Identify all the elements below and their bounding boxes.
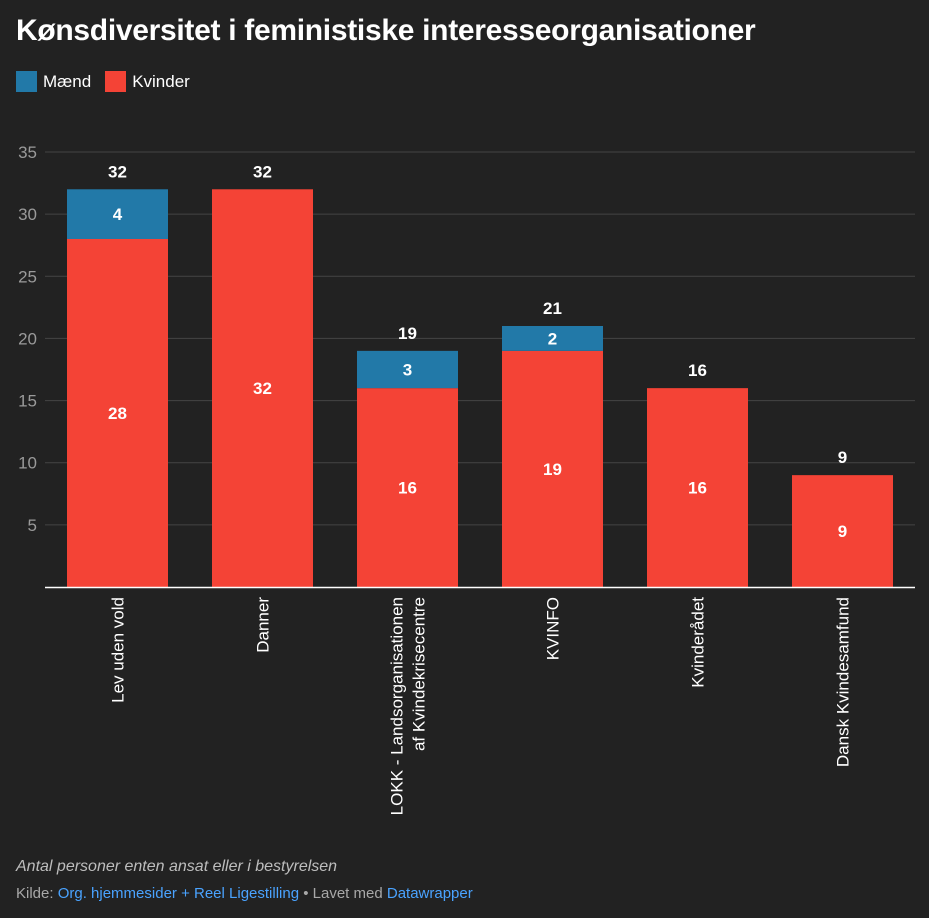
x-tick-label-line: KVINFO (544, 597, 563, 660)
data-label-maend: 4 (113, 205, 123, 224)
x-tick-label: Dansk Kvindesamfund (834, 597, 853, 767)
total-label: 16 (688, 361, 707, 380)
bar-kvinder (502, 350, 603, 587)
data-label-kvinder: 32 (253, 379, 272, 398)
data-label-kvinder: 9 (838, 522, 847, 541)
x-tick-label-line: Kvinderådet (689, 597, 708, 688)
chart-legend: Mænd Kvinder (16, 71, 204, 92)
x-tick-label-line: Danner (254, 597, 273, 653)
datawrapper-link[interactable]: Datawrapper (386, 885, 473, 902)
source-link[interactable]: Org. hjemmesider + Reel Ligestilling (57, 885, 300, 902)
legend-swatch-kvinder (105, 71, 127, 92)
y-tick-label: 10 (18, 454, 37, 473)
y-tick-label: 20 (18, 329, 37, 348)
legend-item-kvinder: Kvinder (105, 71, 190, 92)
x-tick-label-line: Dansk Kvindesamfund (834, 597, 853, 767)
made-with-text: • Lavet med (299, 885, 387, 902)
x-tick-label: LOKK - Landsorganisationen af Kvindekrise… (388, 597, 429, 815)
legend-label-kvinder: Kvinder (132, 71, 190, 91)
legend-item-maend: Mænd (16, 71, 91, 92)
x-tick-label: Lev uden vold (109, 597, 128, 703)
chart-title: Kønsdiversitet i feministiske interesseo… (16, 14, 756, 47)
data-label-kvinder: 16 (398, 479, 417, 498)
data-label-kvinder: 16 (688, 479, 707, 498)
total-label: 9 (838, 448, 847, 467)
y-tick-label: 5 (28, 516, 37, 535)
bar-kvinder (212, 189, 313, 588)
x-tick-label: Danner (254, 597, 273, 653)
legend-swatch-maend (16, 71, 37, 92)
bar-maend (502, 326, 603, 351)
bar-maend (357, 350, 458, 389)
bar-kvinder (647, 388, 748, 587)
x-tick-label-line: LOKK - Landsorganisationen (388, 597, 407, 815)
total-label: 19 (398, 324, 417, 343)
data-label-maend: 2 (548, 329, 557, 348)
y-tick-label: 35 (18, 143, 37, 162)
total-label: 21 (543, 299, 562, 318)
bar-kvinder (792, 475, 893, 587)
chart-note: Antal personer enten ansat eller i besty… (16, 858, 338, 875)
data-label-maend: 3 (403, 361, 412, 380)
x-tick-label-line: af Kvindekrisecentre (410, 597, 429, 751)
source-prefix: Kilde: (16, 885, 58, 902)
x-tick-label: KVINFO (544, 597, 563, 660)
x-tick-label: Kvinderådet (689, 597, 708, 688)
data-label-kvinder: 19 (543, 460, 562, 479)
chart-source: Kilde: Org. hjemmesider + Reel Ligestill… (16, 885, 473, 902)
data-label-kvinder: 28 (108, 404, 127, 423)
y-tick-label: 15 (18, 392, 37, 411)
bar-kvinder (357, 388, 458, 587)
bar-kvinder (67, 239, 168, 587)
total-label: 32 (108, 162, 127, 181)
y-tick-label: 25 (18, 267, 37, 286)
bar-maend (67, 189, 168, 239)
total-label: 32 (253, 162, 272, 181)
x-tick-label-line: Lev uden vold (109, 597, 128, 703)
y-tick-label: 30 (18, 205, 37, 224)
legend-label-maend: Mænd (43, 71, 92, 91)
